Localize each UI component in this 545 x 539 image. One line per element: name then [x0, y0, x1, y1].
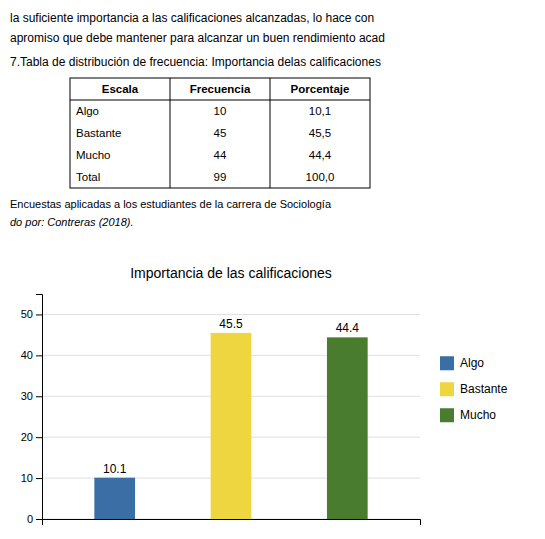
y-tick: 50: [21, 308, 42, 320]
data-label: 10.1: [103, 462, 127, 476]
legend-swatch: [440, 408, 454, 422]
y-tick: 30: [21, 390, 42, 402]
y-tick: 20: [21, 431, 42, 443]
legend-swatch: [440, 382, 454, 396]
bar: [211, 333, 252, 519]
footnote: Encuestas aplicadas a los estudiantes de…: [10, 198, 332, 210]
table-cell: 44,4: [309, 149, 332, 161]
y-tick: 10: [21, 472, 42, 484]
bar: [327, 337, 368, 519]
tick-label: 10: [21, 472, 33, 484]
text-block: la suficiente importancia a las califica…: [10, 11, 385, 228]
axis-line: [43, 520, 421, 526]
annotation: apromiso que debe mantener para alcanzar…: [10, 31, 385, 45]
legend: Algo Bastante Mucho: [440, 356, 508, 422]
footnote: do por: Contreras (2018).: [10, 216, 134, 228]
table-header: Frecuencia: [190, 83, 251, 95]
legend-label: Algo: [460, 356, 484, 370]
tick-mark: [36, 437, 42, 438]
tick-mark: [36, 355, 42, 356]
table-cell: 44: [214, 149, 227, 161]
tick-label: 30: [21, 390, 33, 402]
table-border: [270, 78, 271, 188]
table-cell: Algo: [76, 105, 99, 117]
table-border: [70, 100, 370, 101]
table-cell: 45,5: [309, 127, 331, 139]
tick-label: 0: [27, 513, 33, 525]
grid-line: [42, 314, 420, 315]
table-cell: 45: [214, 127, 227, 139]
legend-swatch: [440, 356, 454, 370]
bar: [94, 478, 135, 519]
table-border: [70, 78, 370, 188]
table-title: 7.Tabla de distribución de frecuencia: I…: [10, 55, 381, 69]
legend-item: Mucho: [440, 408, 496, 422]
table-cell: Bastante: [76, 127, 121, 139]
legend-item: Bastante: [440, 382, 508, 396]
table-cell: Total: [76, 171, 100, 183]
data-label: 45.5: [219, 317, 243, 331]
annotation: la suficiente importancia a las califica…: [10, 11, 374, 25]
grid: [42, 314, 420, 519]
table-header: Porcentaje: [291, 83, 350, 95]
y-tick: 40: [21, 349, 42, 361]
legend-label: Bastante: [460, 382, 508, 396]
y-axis: 0 10 20 30 40 50: [21, 295, 43, 526]
table-header: Escala: [102, 83, 139, 95]
y-tick: 0: [27, 513, 42, 525]
plot: 0 10 20 30 40 50 10.1 45.5 44.4: [21, 295, 421, 526]
chart-title: Importancia de las calificaciones: [130, 265, 332, 281]
table-cell: 99: [214, 171, 227, 183]
legend-item: Algo: [440, 356, 484, 370]
chart-root: la suficiente importancia a las califica…: [0, 0, 545, 539]
tick-label: 20: [21, 431, 33, 443]
x-axis: [43, 520, 421, 526]
tick-label: 50: [21, 308, 33, 320]
table-cell: 100,0: [306, 171, 335, 183]
table-cell: 10,1: [309, 105, 331, 117]
tick-mark: [36, 519, 42, 520]
data-labels: 10.1 45.5 44.4: [103, 317, 359, 476]
table-cell: Mucho: [76, 149, 111, 161]
tick-mark: [36, 314, 42, 315]
bars: [94, 333, 367, 519]
table: 7.Tabla de distribución de frecuencia: I…: [10, 55, 381, 188]
table-border: [170, 78, 171, 188]
axis-line: [36, 295, 43, 520]
data-label: 44.4: [336, 321, 360, 335]
legend-label: Mucho: [460, 408, 496, 422]
tick-mark: [36, 478, 42, 479]
tick-label: 40: [21, 349, 33, 361]
tick-mark: [36, 396, 42, 397]
table-cell: 10: [214, 105, 227, 117]
